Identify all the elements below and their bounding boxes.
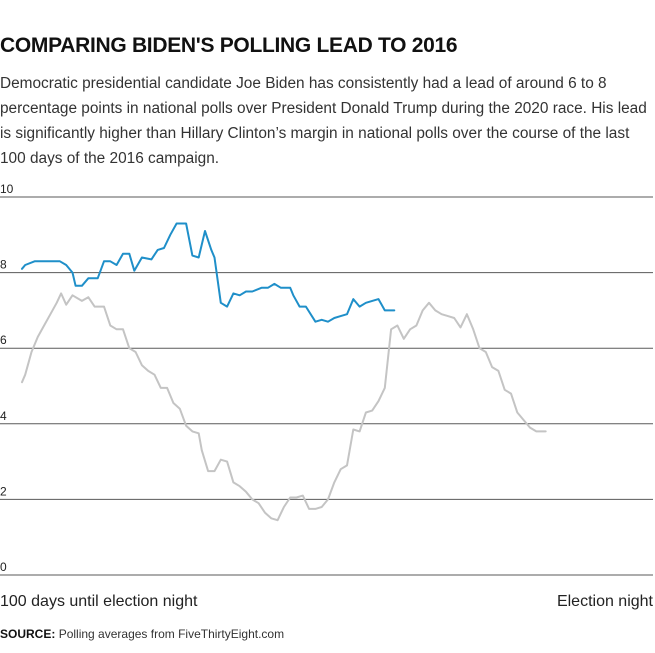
y-tick-label: 8 [0, 258, 7, 272]
y-tick-label: 0 [0, 560, 7, 574]
source-text: Polling averages from FiveThirtyEight.co… [58, 627, 285, 641]
chart-title: COMPARING BIDEN'S POLLING LEAD TO 2016 [0, 34, 458, 57]
source-label: SOURCE: [0, 627, 56, 641]
chart-subtitle: Democratic presidential candidate Joe Bi… [0, 75, 647, 167]
series-line [21, 292, 547, 522]
y-axis-ticks: 0 2 4 6 8 10 [0, 182, 14, 574]
line-chart: 0 2 4 6 8 10 [0, 182, 653, 576]
series-line [21, 222, 396, 323]
x-axis-label-left: 100 days until election night [0, 593, 198, 610]
source-note: SOURCE: Polling averages from FiveThirty… [0, 627, 284, 641]
y-tick-label: 6 [0, 333, 7, 347]
x-axis-label-right: Election night [556, 593, 653, 610]
series-lines [21, 222, 547, 522]
y-tick-label: 10 [0, 182, 14, 196]
gridlines [0, 196, 653, 576]
y-tick-label: 4 [0, 409, 7, 423]
y-tick-label: 2 [0, 484, 7, 498]
